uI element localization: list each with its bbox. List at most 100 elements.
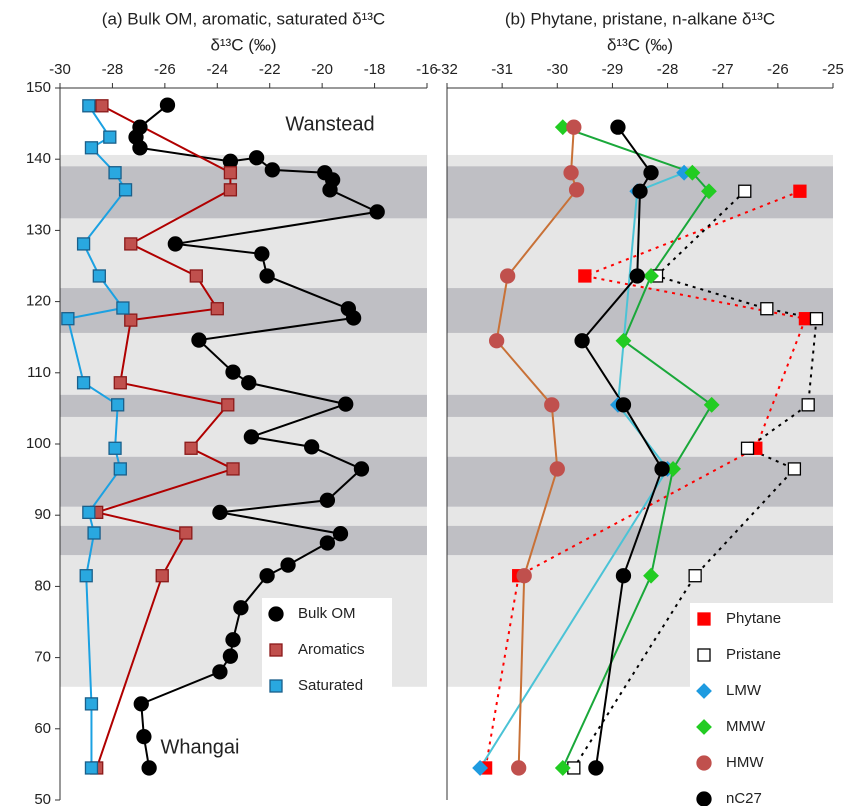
marker xyxy=(155,569,169,583)
marker xyxy=(92,269,106,283)
marker xyxy=(643,567,659,584)
x-tick-label: -30 xyxy=(49,61,71,78)
y-tick-label: 50 xyxy=(34,791,51,806)
marker xyxy=(697,612,711,626)
marker xyxy=(116,301,130,315)
marker xyxy=(225,632,241,648)
marker xyxy=(222,648,239,664)
x-tick-label: -27 xyxy=(712,61,734,78)
marker xyxy=(574,333,590,349)
marker xyxy=(212,664,228,680)
marker xyxy=(643,268,659,284)
marker xyxy=(629,268,645,284)
marker xyxy=(84,141,99,155)
x-tick-label: -31 xyxy=(491,61,513,78)
marker xyxy=(111,398,125,412)
marker xyxy=(319,492,336,508)
marker xyxy=(516,568,532,584)
marker xyxy=(549,461,565,477)
marker xyxy=(103,130,117,144)
marker xyxy=(544,397,560,413)
legend-label: Bulk OM xyxy=(298,605,356,622)
y-tick-label: 70 xyxy=(34,649,51,666)
marker xyxy=(610,119,626,135)
marker xyxy=(191,332,207,348)
marker xyxy=(643,165,659,181)
marker xyxy=(87,526,101,540)
y-tick-label: 130 xyxy=(26,221,51,238)
marker xyxy=(254,246,270,262)
x-tick-label: -20 xyxy=(311,61,333,78)
marker xyxy=(738,184,752,198)
marker xyxy=(179,526,193,540)
marker xyxy=(118,183,133,197)
legend-label: MMW xyxy=(726,718,766,735)
marker xyxy=(793,184,807,198)
axis-label: δ¹³C (‰) xyxy=(607,35,673,54)
marker xyxy=(108,166,122,180)
marker xyxy=(95,99,109,113)
marker xyxy=(563,165,579,181)
marker xyxy=(696,755,712,771)
marker xyxy=(696,791,712,806)
marker xyxy=(113,462,127,476)
marker xyxy=(615,332,632,349)
marker xyxy=(212,504,228,521)
marker xyxy=(369,204,385,220)
marker xyxy=(225,364,241,380)
axis-label: δ¹³C (‰) xyxy=(210,35,276,54)
marker xyxy=(136,728,152,745)
marker xyxy=(338,396,354,412)
x-tick-label: -25 xyxy=(822,61,844,78)
marker xyxy=(243,429,260,445)
y-tick-label: 100 xyxy=(26,435,51,452)
marker xyxy=(684,164,701,181)
marker xyxy=(801,398,815,412)
marker xyxy=(133,696,149,712)
legend-label: Phytane xyxy=(726,610,781,627)
marker xyxy=(353,461,370,477)
marker xyxy=(210,302,224,316)
marker xyxy=(554,760,571,776)
marker xyxy=(226,462,240,476)
marker xyxy=(84,761,99,775)
y-tick-label: 140 xyxy=(26,150,51,167)
shaded-band xyxy=(60,394,427,417)
marker xyxy=(472,760,489,776)
x-tick-label: -29 xyxy=(602,61,624,78)
marker xyxy=(703,396,720,413)
marker xyxy=(184,441,198,455)
marker xyxy=(233,600,249,616)
marker xyxy=(82,99,96,113)
legend-label: Aromatics xyxy=(298,641,365,658)
marker xyxy=(697,648,711,662)
series-line xyxy=(484,190,807,769)
marker xyxy=(615,568,632,584)
marker xyxy=(696,683,712,699)
marker xyxy=(500,268,516,284)
annotation: Whangai xyxy=(161,736,240,758)
x-tick-label: -26 xyxy=(767,61,789,78)
shaded-band xyxy=(447,394,833,417)
marker xyxy=(568,182,585,198)
marker xyxy=(132,140,148,156)
marker xyxy=(108,441,122,455)
marker xyxy=(259,568,275,584)
marker xyxy=(809,312,824,326)
marker xyxy=(654,461,670,477)
y-tick-label: 90 xyxy=(34,506,51,523)
marker xyxy=(141,760,157,776)
marker xyxy=(345,310,362,326)
marker xyxy=(259,268,275,284)
marker xyxy=(615,397,632,413)
legend-box xyxy=(262,598,392,710)
shaded-band xyxy=(447,456,833,507)
legend-label: HMW xyxy=(726,754,764,771)
marker xyxy=(79,569,93,583)
annotation: Wanstead xyxy=(285,113,374,135)
marker xyxy=(221,398,235,412)
x-tick-label: -28 xyxy=(657,61,679,78)
marker xyxy=(632,183,648,199)
marker xyxy=(280,557,296,573)
marker xyxy=(189,269,203,283)
